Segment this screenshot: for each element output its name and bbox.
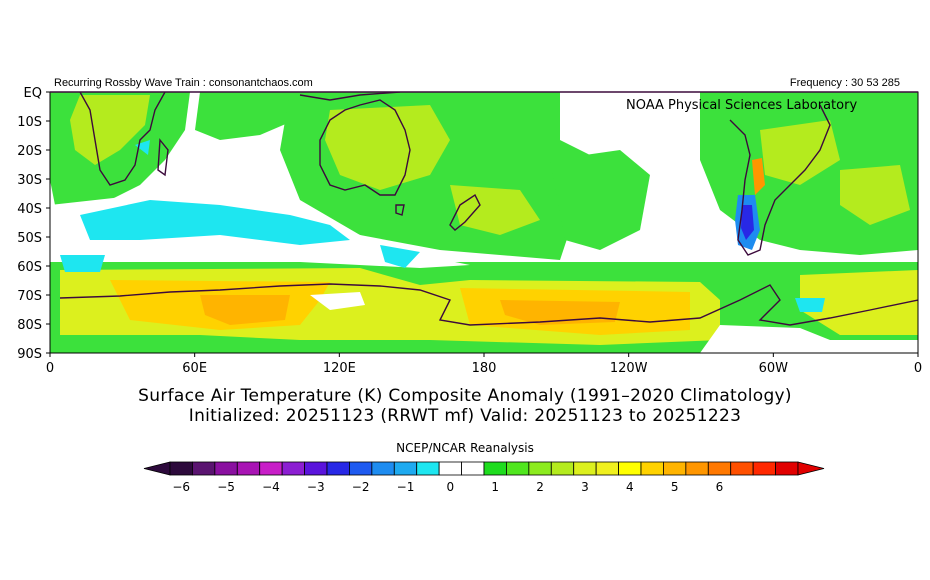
colorbar-segment bbox=[685, 461, 709, 476]
colorbar-label: −3 bbox=[307, 480, 325, 494]
coastline-africa bbox=[79, 92, 166, 186]
colorbar-label: −5 bbox=[217, 480, 235, 494]
latitude-axis: EQ 10S 20S 30S 40S 50S 60S 70S 80S 90S bbox=[17, 86, 50, 362]
colorbar-label: −4 bbox=[262, 480, 280, 494]
lat-tick-label: EQ bbox=[24, 86, 42, 101]
colorbar-label: −6 bbox=[172, 480, 190, 494]
colorbar-segment bbox=[775, 461, 799, 476]
coastline-indonesia bbox=[299, 92, 401, 101]
lat-tick-label: 20S bbox=[17, 144, 42, 159]
map-field bbox=[50, 92, 918, 353]
lon-tick-label: 120E bbox=[323, 361, 356, 376]
colorbar-label: 5 bbox=[671, 480, 679, 494]
colorbar-segment bbox=[438, 461, 462, 476]
lat-tick-label: 60S bbox=[17, 260, 42, 275]
colorbar-label: 4 bbox=[626, 480, 634, 494]
lat-tick-label: 40S bbox=[17, 202, 42, 217]
lat-tick-label: 90S bbox=[17, 347, 42, 362]
source-label: NCEP/NCAR Reanalysis bbox=[396, 441, 534, 455]
lat-tick-label: 80S bbox=[17, 318, 42, 333]
lon-tick-label: 60E bbox=[182, 361, 207, 376]
cyan-spot-south-atlantic bbox=[60, 255, 105, 272]
colorbar-segment bbox=[326, 461, 350, 476]
colorbar-segment bbox=[214, 461, 238, 476]
colorbar-over-arrow bbox=[797, 461, 825, 476]
lab-label: NOAA Physical Sciences Laboratory bbox=[626, 98, 857, 113]
lat-tick-label: 10S bbox=[17, 115, 42, 130]
warm-area-south-america bbox=[760, 120, 840, 185]
lon-tick-label: 0 bbox=[914, 361, 922, 376]
white-hole-ross bbox=[310, 292, 365, 310]
colorbar-segment bbox=[192, 461, 216, 476]
colorbar-segment bbox=[707, 461, 732, 476]
colorbar-segment bbox=[259, 461, 283, 476]
anomaly-region-pacific bbox=[550, 150, 650, 250]
colorbar-under-arrow bbox=[143, 461, 171, 476]
lon-tick-label: 120W bbox=[610, 361, 648, 376]
lon-tick-label: 180 bbox=[472, 361, 497, 376]
colorbar-labels: −6 −5 −4 −3 −2 −1 0 1 2 3 4 5 6 bbox=[172, 480, 723, 494]
header-left: Recurring Rossby Wave Train : consonantc… bbox=[54, 77, 313, 89]
warm-core-3 bbox=[200, 295, 290, 325]
lon-tick-label: 60W bbox=[759, 361, 789, 376]
colorbar-segment bbox=[236, 461, 261, 476]
cyan-band-southern-ocean bbox=[380, 245, 420, 268]
cold-anomaly-patagonia-core bbox=[741, 205, 754, 240]
warm-anomaly-andes bbox=[752, 158, 765, 195]
lon-tick-label: 0 bbox=[46, 361, 54, 376]
cyan-band bbox=[80, 200, 350, 245]
colorbar-segment bbox=[663, 461, 687, 476]
colorbar-segment bbox=[371, 461, 395, 476]
colorbar-segment bbox=[281, 461, 305, 476]
colorbar bbox=[143, 461, 825, 476]
colorbar-label: 0 bbox=[447, 480, 455, 494]
white-hole-weddell bbox=[700, 325, 918, 353]
colorbar-segment bbox=[550, 461, 575, 476]
colorbar-label: 1 bbox=[491, 480, 499, 494]
colorbar-segment bbox=[640, 461, 664, 476]
coastline-south-america bbox=[729, 104, 831, 256]
anomaly-region-indian bbox=[195, 92, 300, 140]
colorbar-label: 2 bbox=[536, 480, 544, 494]
coastline-tasmania bbox=[395, 204, 405, 216]
header-right: Frequency : 30 53 285 bbox=[789, 77, 900, 89]
colorbar-segment bbox=[349, 461, 373, 476]
colorbar-segment bbox=[752, 461, 776, 476]
colorbar-segment bbox=[528, 461, 552, 476]
colorbar-segment bbox=[393, 461, 418, 476]
title-line-1: Surface Air Temperature (K) Composite An… bbox=[138, 386, 792, 406]
colorbar-segment bbox=[304, 461, 328, 476]
colorbar-segment bbox=[595, 461, 619, 476]
colorbar-segment bbox=[169, 461, 193, 476]
colorbar-label: −1 bbox=[397, 480, 415, 494]
lat-tick-label: 50S bbox=[17, 231, 42, 246]
coastline-madagascar bbox=[157, 138, 169, 177]
colorbar-segment bbox=[416, 461, 440, 476]
coastlines bbox=[59, 92, 918, 326]
warm-area-australia bbox=[325, 105, 450, 190]
lat-tick-label: 70S bbox=[17, 289, 42, 304]
warm-area-atlantic bbox=[840, 165, 910, 225]
lat-tick-label: 30S bbox=[17, 173, 42, 188]
colorbar-label: −2 bbox=[352, 480, 370, 494]
colorbar-segment bbox=[483, 461, 507, 476]
cyan-spot-weddell bbox=[795, 298, 825, 312]
colorbar-segment bbox=[573, 461, 597, 476]
colorbar-segment bbox=[506, 461, 530, 476]
coastline-antarctica bbox=[59, 283, 918, 326]
colorbar-label: 3 bbox=[581, 480, 589, 494]
colorbar-segment bbox=[461, 461, 485, 476]
title-line-2: Initialized: 20251123 (RRWT mf) Valid: 2… bbox=[188, 406, 742, 426]
coastline-australia bbox=[319, 99, 411, 196]
coastline-new-zealand bbox=[449, 193, 481, 231]
longitude-axis: 0 60E 120E 180 120W 60W 0 bbox=[46, 353, 922, 376]
colorbar-label: 6 bbox=[716, 480, 724, 494]
colorbar-segment bbox=[618, 461, 642, 476]
colorbar-segment bbox=[730, 461, 754, 476]
